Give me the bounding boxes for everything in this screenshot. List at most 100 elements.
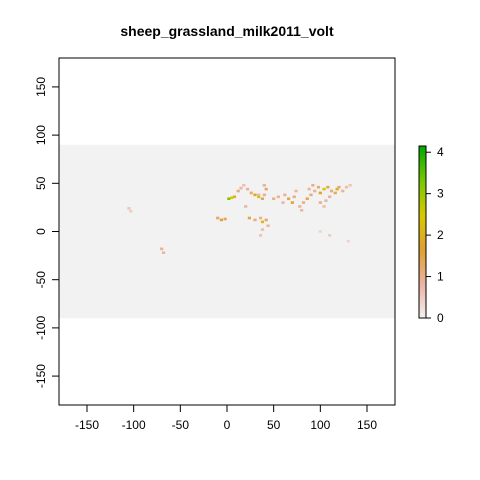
colorbar-swatch bbox=[419, 168, 426, 173]
raster-cell bbox=[272, 197, 276, 201]
raster-cell bbox=[328, 234, 332, 237]
colorbar-swatch bbox=[419, 243, 426, 247]
raster-cell bbox=[232, 195, 237, 199]
raster-cell bbox=[283, 193, 287, 197]
raster-cell bbox=[346, 239, 350, 243]
colorbar-swatch bbox=[419, 254, 426, 259]
colorbar-swatch bbox=[419, 240, 426, 244]
colorbar-swatch bbox=[419, 269, 426, 273]
colorbar-swatch bbox=[419, 177, 426, 181]
colorbar-swatch bbox=[419, 289, 426, 293]
colorbar-swatch bbox=[419, 206, 426, 210]
raster-cell bbox=[344, 185, 349, 189]
raster-cell bbox=[322, 205, 326, 208]
colorbar-swatch bbox=[419, 229, 426, 233]
raster-cell bbox=[337, 185, 341, 189]
colorbar-swatch bbox=[419, 234, 426, 239]
colorbar-swatch bbox=[419, 171, 426, 176]
colorbar-swatch bbox=[419, 148, 426, 153]
colorbar-swatch bbox=[419, 163, 426, 167]
raster-cell bbox=[161, 251, 166, 255]
colorbar-swatch bbox=[419, 300, 426, 305]
colorbar-swatch bbox=[419, 309, 426, 313]
colorbar-tick-label: 3 bbox=[437, 187, 444, 201]
y-tick-label: -50 bbox=[34, 271, 48, 289]
colorbar-swatch bbox=[419, 252, 426, 256]
raster-cell bbox=[260, 197, 265, 201]
colorbar-swatch bbox=[419, 217, 426, 221]
raster-cell bbox=[249, 191, 253, 195]
x-tick-label: 0 bbox=[224, 418, 231, 432]
raster-cell bbox=[242, 183, 246, 187]
raster-cell bbox=[318, 191, 322, 195]
raster-cell bbox=[216, 216, 220, 220]
colorbar-swatch bbox=[419, 303, 426, 307]
raster-cell bbox=[335, 187, 339, 191]
y-tick-label: 50 bbox=[34, 176, 48, 190]
raster-cell bbox=[160, 247, 164, 251]
colorbar-swatch bbox=[419, 297, 426, 302]
raster-cell bbox=[294, 189, 298, 193]
raster-cell bbox=[318, 230, 322, 233]
colorbar-swatch bbox=[419, 180, 426, 184]
colorbar-swatch bbox=[419, 191, 426, 196]
raster-cell bbox=[328, 195, 332, 199]
colorbar-swatch bbox=[419, 157, 426, 161]
y-tick-label: 100 bbox=[34, 125, 48, 145]
colorbar-swatch bbox=[419, 214, 426, 219]
colorbar-tick-label: 0 bbox=[437, 311, 444, 325]
x-tick-label: 150 bbox=[357, 418, 377, 432]
raster-cell bbox=[313, 189, 317, 193]
y-tick-label: -150 bbox=[34, 364, 48, 388]
colorbar-swatch bbox=[419, 186, 426, 190]
raster-cell bbox=[264, 218, 268, 222]
raster-cell bbox=[281, 201, 285, 204]
y-tick-label: -100 bbox=[34, 316, 48, 340]
colorbar-swatch bbox=[419, 315, 426, 319]
colorbar-swatch bbox=[419, 146, 426, 150]
colorbar-swatch bbox=[419, 263, 426, 267]
raster-cell bbox=[276, 195, 280, 199]
raster-cell bbox=[326, 185, 330, 189]
raster-cell bbox=[290, 201, 294, 204]
colorbar-swatch bbox=[419, 283, 426, 287]
colorbar-swatch bbox=[419, 246, 426, 250]
colorbar-swatch bbox=[419, 249, 426, 253]
colorbar-swatch bbox=[419, 154, 426, 158]
chart-title: sheep_grassland_milk2011_volt bbox=[120, 23, 334, 39]
raster-cell bbox=[341, 189, 345, 193]
y-tick-label: 0 bbox=[34, 228, 48, 235]
colorbar-swatch bbox=[419, 183, 426, 187]
raster-cell bbox=[260, 220, 265, 224]
raster-cell bbox=[245, 187, 250, 191]
raster-cell bbox=[264, 187, 268, 191]
colorbar-swatch bbox=[419, 237, 426, 241]
raster-cell bbox=[309, 193, 313, 197]
colorbar-tick-label: 2 bbox=[437, 228, 444, 242]
raster-cell bbox=[324, 199, 328, 202]
colorbar-swatch bbox=[419, 232, 426, 236]
raster-cell bbox=[262, 183, 266, 187]
colorbar-swatch bbox=[419, 160, 426, 164]
x-tick-label: -150 bbox=[75, 418, 99, 432]
raster-cell bbox=[257, 193, 261, 197]
colorbar-legend: 0 1 2 3 4 bbox=[418, 145, 444, 325]
x-tick-label: 100 bbox=[310, 418, 330, 432]
raster-cell bbox=[311, 183, 315, 187]
colorbar-swatch bbox=[419, 203, 426, 207]
colorbar-swatch bbox=[419, 197, 426, 201]
raster-cell bbox=[219, 218, 223, 222]
colorbar-swatch bbox=[419, 226, 426, 230]
raster-cell bbox=[348, 183, 352, 187]
colorbar-tick-label: 4 bbox=[437, 145, 444, 159]
raster-cell bbox=[230, 196, 234, 200]
raster-cell bbox=[259, 234, 263, 237]
colorbar-swatch bbox=[419, 286, 426, 290]
colorbar-swatch bbox=[419, 275, 426, 279]
raster-cell bbox=[266, 224, 270, 228]
colorbar-swatch bbox=[419, 306, 426, 310]
colorbar-swatch bbox=[419, 174, 426, 178]
raster-cell bbox=[329, 189, 334, 193]
raster-cell bbox=[333, 191, 337, 195]
raster-cell bbox=[292, 195, 296, 199]
